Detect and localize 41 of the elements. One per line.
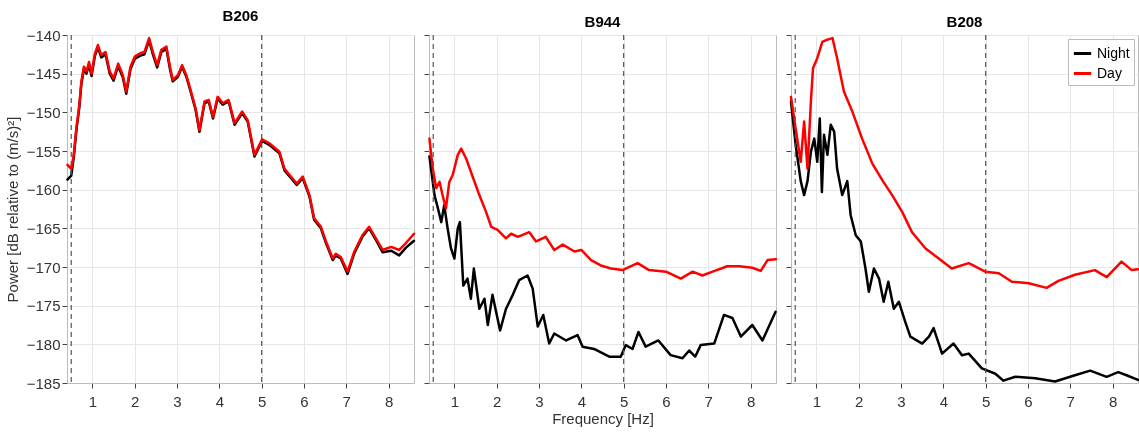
x-tick-label: 4 [215,392,225,410]
x-tick-label: 4 [939,392,949,410]
x-tick-label: 5 [981,392,991,410]
y-tick-label: −160 [26,181,61,199]
y-axis-title: Power [dB relative to (m/s)²] [3,116,21,303]
y-tick-label: −165 [26,219,61,237]
x-tick-label: 7 [342,392,351,410]
x-tick-label: 2 [131,392,140,410]
x-tick-label: 3 [897,392,906,410]
x-tick-label: 7 [1066,392,1075,410]
x-tick-label: 2 [493,392,502,410]
x-tick-label: 8 [384,392,394,410]
x-tick-label: 3 [535,392,544,410]
x-axis-title: Frequency [Hz] [552,409,654,427]
x-tick-label: 3 [173,392,182,410]
y-tick-label: −155 [26,142,61,160]
y-tick-label: −175 [26,297,61,315]
x-tick-label: 6 [300,392,309,410]
chart-title: B206 [222,7,259,24]
x-tick-label: 7 [704,392,713,410]
x-tick-label: 4 [577,392,587,410]
y-tick-label: −145 [26,65,61,83]
y-tick-label: −140 [26,26,61,44]
x-tick-label: 8 [746,392,756,410]
chart-title: B208 [946,13,983,31]
x-tick-label: 1 [812,392,822,410]
x-tick-label: 6 [1024,392,1033,410]
chart-title: B944 [584,13,622,31]
x-tick-label: 6 [662,392,671,410]
x-tick-label: 2 [855,392,864,410]
x-tick-label: 8 [1108,392,1118,410]
x-tick-label: 1 [88,392,98,410]
x-tick-label: 5 [619,392,629,410]
y-tick-label: −180 [26,335,61,353]
x-tick-label: 5 [257,392,267,410]
y-tick-label: −170 [26,258,61,276]
y-tick-label: −150 [26,103,61,121]
legend-label: Day [1097,64,1122,81]
x-tick-label: 1 [450,392,460,410]
y-tick-label: −185 [26,374,61,392]
legend-label: Night [1097,44,1130,61]
